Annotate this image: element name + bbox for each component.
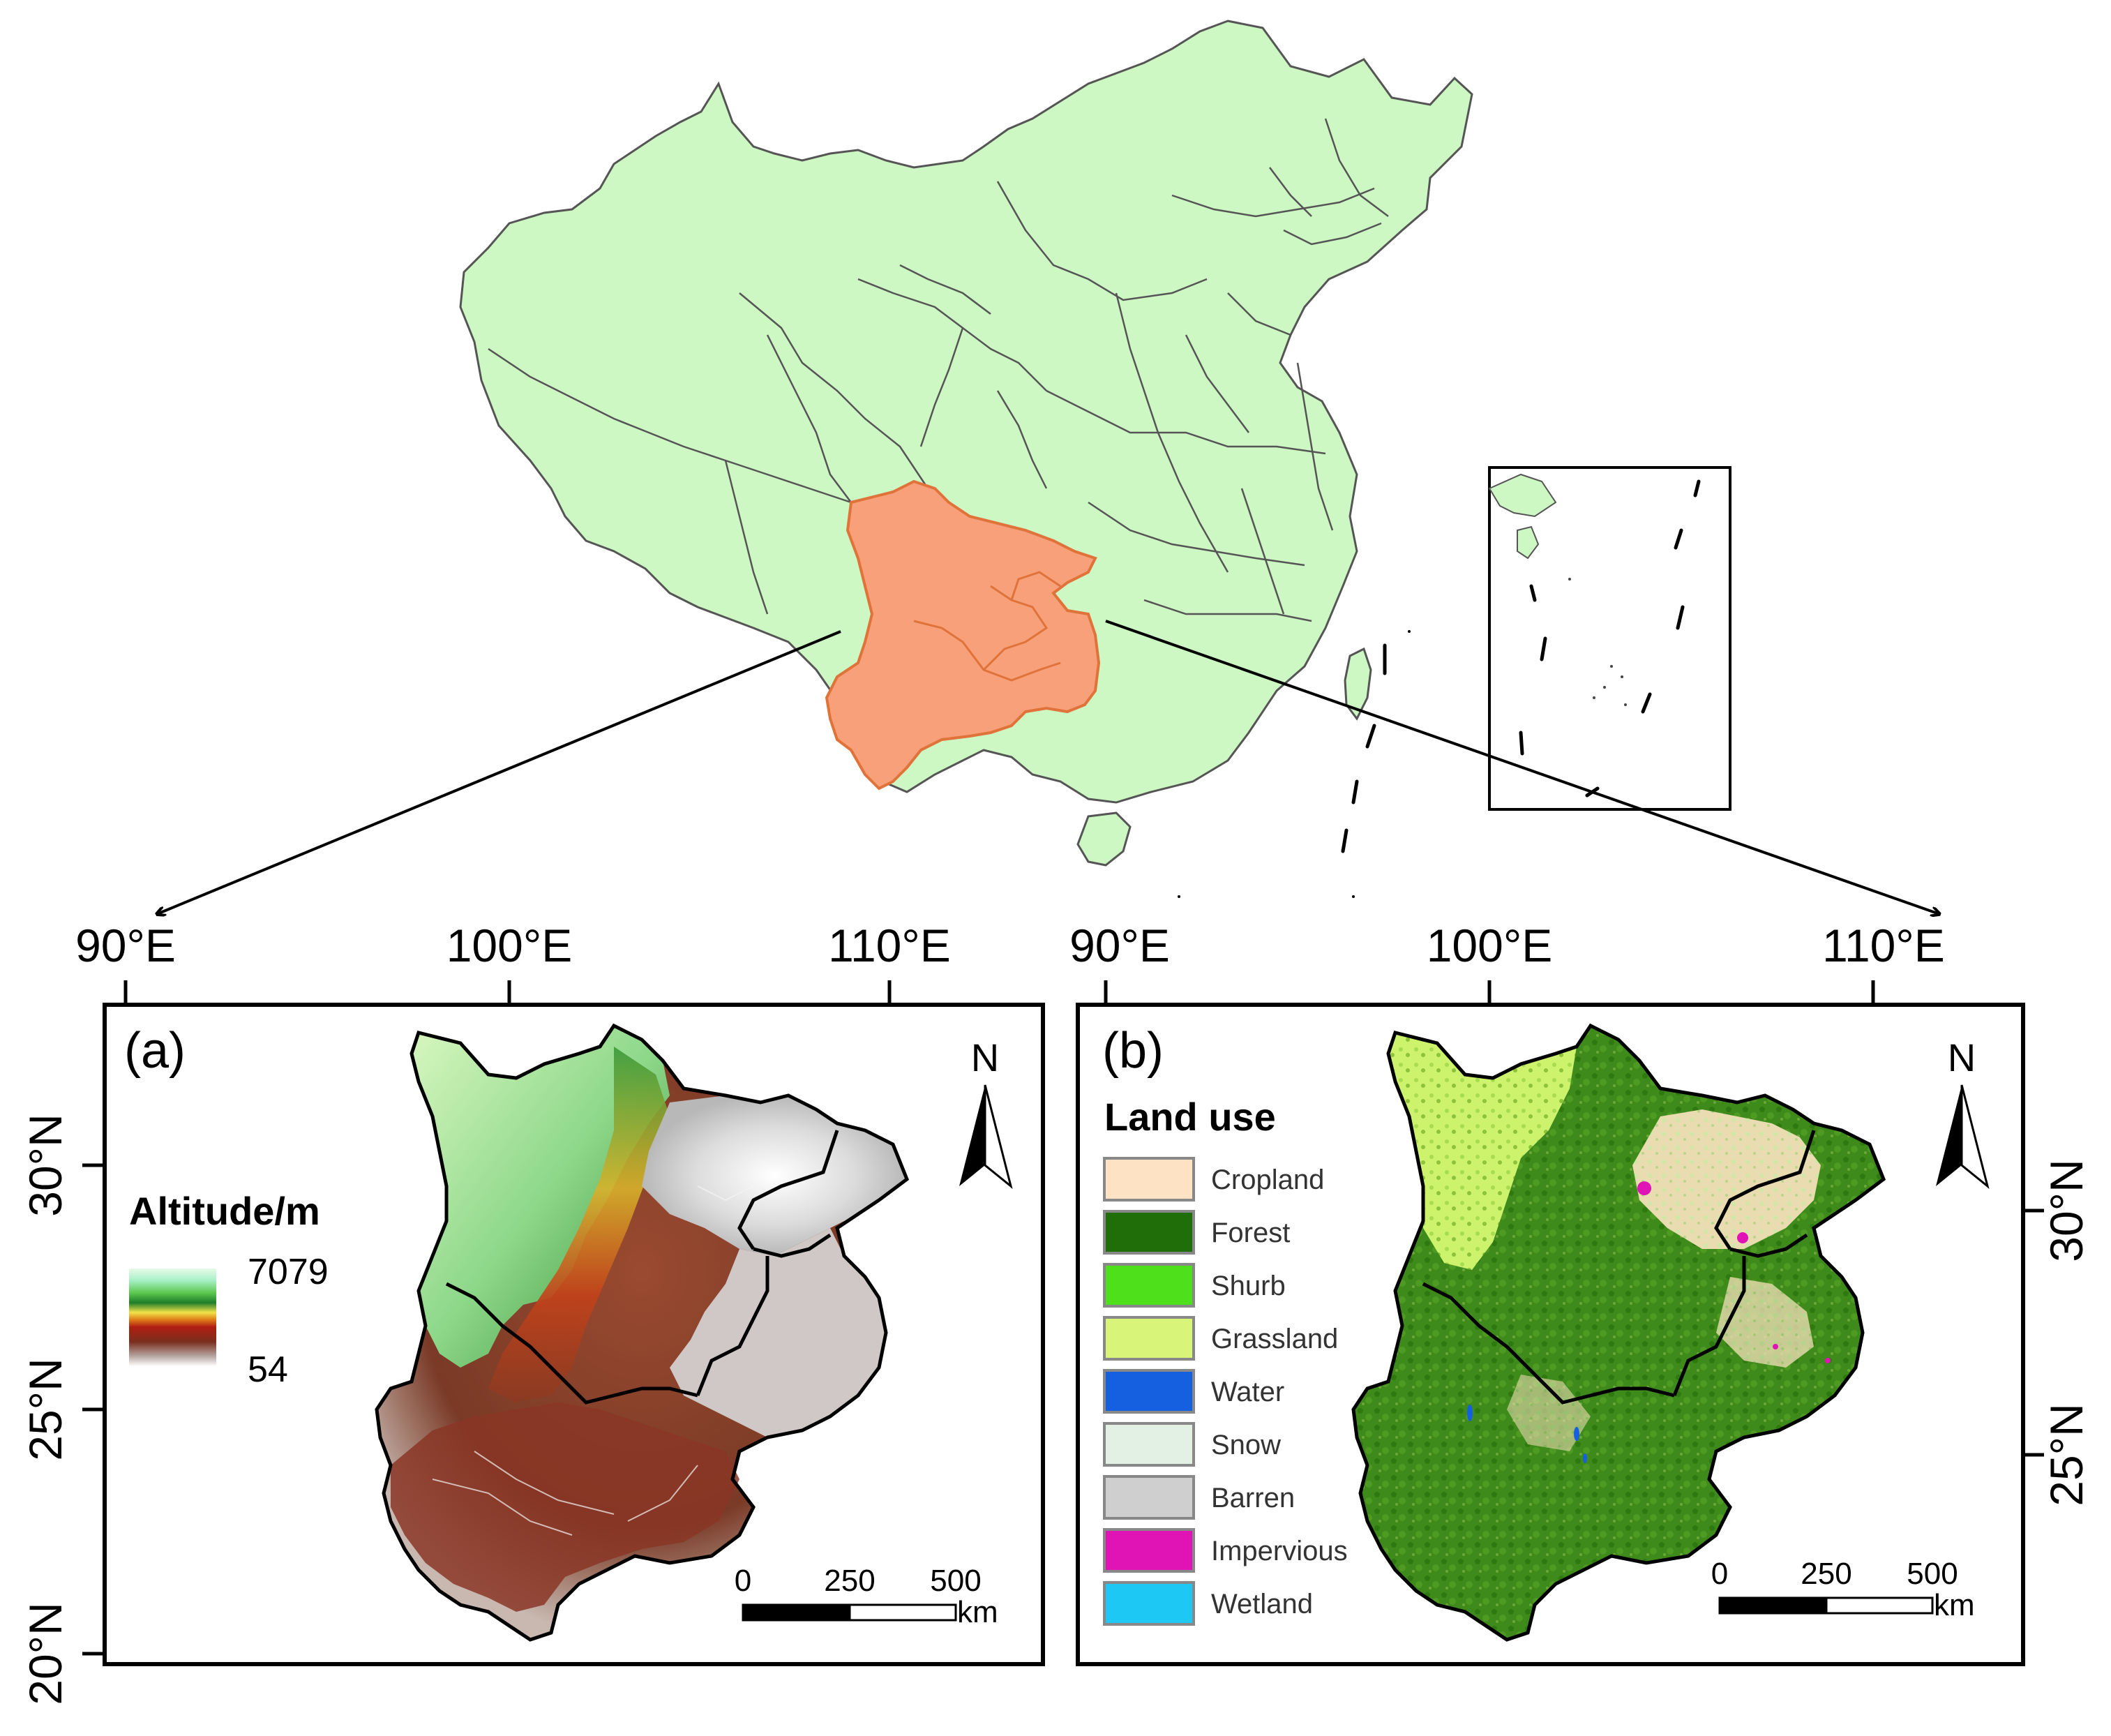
impervious-patches bbox=[1637, 1181, 1831, 1363]
legend-swatch bbox=[1103, 1157, 1195, 1202]
land-use-legend: Land use Cropland Forest Shurb Grassland Wat… bbox=[1103, 1095, 1348, 1626]
legend-label: Impervious bbox=[1211, 1536, 1348, 1566]
north-label: N bbox=[1948, 1035, 1976, 1079]
scale-tick: 500 bbox=[930, 1564, 981, 1598]
panel-a-lat-ticks: 30°N 25°N 20°N bbox=[20, 1114, 105, 1705]
legend-item-snow: Snow bbox=[1103, 1422, 1281, 1467]
legend-label: Wetland bbox=[1211, 1589, 1313, 1619]
legend-label: Cropland bbox=[1211, 1165, 1324, 1195]
legend-swatch bbox=[1103, 1263, 1195, 1308]
legend-label: Barren bbox=[1211, 1483, 1295, 1513]
arrow-to-panel-b bbox=[1105, 620, 1939, 914]
scale-tick: 500 bbox=[1907, 1557, 1958, 1591]
panel-b-lat-tick: 25°N bbox=[2041, 1403, 2092, 1506]
legend-item-barren: Barren bbox=[1103, 1475, 1295, 1520]
panel-a-lat-tick: 30°N bbox=[20, 1114, 71, 1216]
panel-a-lon-tick: 90°E bbox=[75, 920, 176, 971]
altitude-max-label: 7079 bbox=[248, 1252, 329, 1292]
legend-swatch bbox=[1103, 1422, 1195, 1467]
legend-swatch bbox=[1103, 1475, 1195, 1520]
province-boundaries bbox=[488, 118, 1389, 622]
panel-b-lat-ticks: 30°N 25°N bbox=[2023, 1159, 2092, 1506]
china-outline bbox=[459, 20, 1473, 804]
overview-map bbox=[157, 20, 1939, 914]
legend-label: Water bbox=[1211, 1377, 1284, 1407]
legend-swatch bbox=[1103, 1581, 1195, 1626]
study-area-highlight bbox=[825, 479, 1101, 791]
panel-b-lat-tick: 30°N bbox=[2041, 1159, 2092, 1262]
panel-b-lon-tick: 110°E bbox=[1822, 920, 1945, 971]
legend-label: Grassland bbox=[1211, 1324, 1338, 1354]
panel-a-label: (a) bbox=[124, 1023, 186, 1079]
panel-a-scale-bar: 0 250 500 km bbox=[735, 1564, 998, 1629]
land-use-map bbox=[1351, 1023, 1886, 1642]
water-patches bbox=[1467, 1405, 1587, 1463]
altitude-legend: Altitude/m 7079 54 bbox=[129, 1189, 329, 1390]
altitude-color-ramp bbox=[129, 1269, 216, 1366]
dash-line-small bbox=[1178, 630, 1411, 898]
panel-a: 90°E 100°E 110°E 30°N 25°N 20°N (a) bbox=[20, 920, 1045, 1705]
panel-b-lon-tick: 90°E bbox=[1069, 920, 1170, 971]
legend-item-shurb: Shurb bbox=[1103, 1263, 1286, 1308]
south-china-sea-inset bbox=[1488, 466, 1731, 811]
legend-label: Shurb bbox=[1211, 1271, 1286, 1301]
panel-a-north-arrow: N bbox=[959, 1035, 1013, 1190]
altitude-map bbox=[375, 1023, 910, 1642]
legend-swatch bbox=[1103, 1528, 1195, 1573]
scale-tick: 0 bbox=[1711, 1557, 1728, 1591]
legend-label: Snow bbox=[1211, 1430, 1281, 1460]
legend-item-cropland: Cropland bbox=[1103, 1157, 1324, 1202]
panel-a-lon-ticks: 90°E 100°E 110°E bbox=[75, 920, 951, 1005]
dash-line bbox=[1341, 643, 1387, 853]
scale-tick: 250 bbox=[824, 1564, 875, 1598]
panel-b-north-arrow: N bbox=[1936, 1035, 1990, 1190]
panel-b-scale-bar: 0 250 500 km bbox=[1711, 1557, 1975, 1622]
north-label: N bbox=[971, 1035, 999, 1079]
legend-item-forest: Forest bbox=[1103, 1210, 1290, 1255]
panel-b-lon-tick: 100°E bbox=[1427, 920, 1553, 971]
scale-tick: 0 bbox=[735, 1564, 751, 1598]
legend-item-impervious: Impervious bbox=[1103, 1528, 1348, 1573]
legend-item-grassland: Grassland bbox=[1103, 1316, 1338, 1361]
panel-b-lon-ticks: 90°E 100°E 110°E bbox=[1069, 920, 1945, 1005]
legend-swatch bbox=[1103, 1316, 1195, 1361]
panel-a-lon-tick: 100°E bbox=[446, 920, 573, 971]
altitude-min-label: 54 bbox=[248, 1349, 288, 1390]
legend-item-wetland: Wetland bbox=[1103, 1581, 1313, 1626]
altitude-legend-title: Altitude/m bbox=[129, 1189, 320, 1233]
legend-swatch bbox=[1103, 1210, 1195, 1255]
panel-a-lat-tick: 25°N bbox=[20, 1358, 71, 1460]
taiwan-island bbox=[1344, 647, 1372, 721]
scale-unit: km bbox=[957, 1595, 998, 1629]
legend-label: Forest bbox=[1211, 1218, 1290, 1248]
panel-a-lat-tick: 20°N bbox=[20, 1602, 71, 1705]
land-use-legend-title: Land use bbox=[1104, 1095, 1276, 1139]
legend-item-water: Water bbox=[1103, 1369, 1284, 1414]
scale-unit: km bbox=[1934, 1588, 1975, 1622]
panel-a-lon-tick: 110°E bbox=[828, 920, 951, 971]
scale-tick: 250 bbox=[1801, 1557, 1851, 1591]
arrow-to-panel-a bbox=[157, 630, 841, 914]
panel-b-label: (b) bbox=[1102, 1023, 1164, 1079]
study-area-internal-boundaries bbox=[913, 571, 1061, 682]
legend-swatch bbox=[1103, 1369, 1195, 1414]
hainan-island bbox=[1076, 811, 1132, 867]
panel-b: 90°E 100°E 110°E 30°N 25°N (b) bbox=[1069, 920, 2092, 1666]
